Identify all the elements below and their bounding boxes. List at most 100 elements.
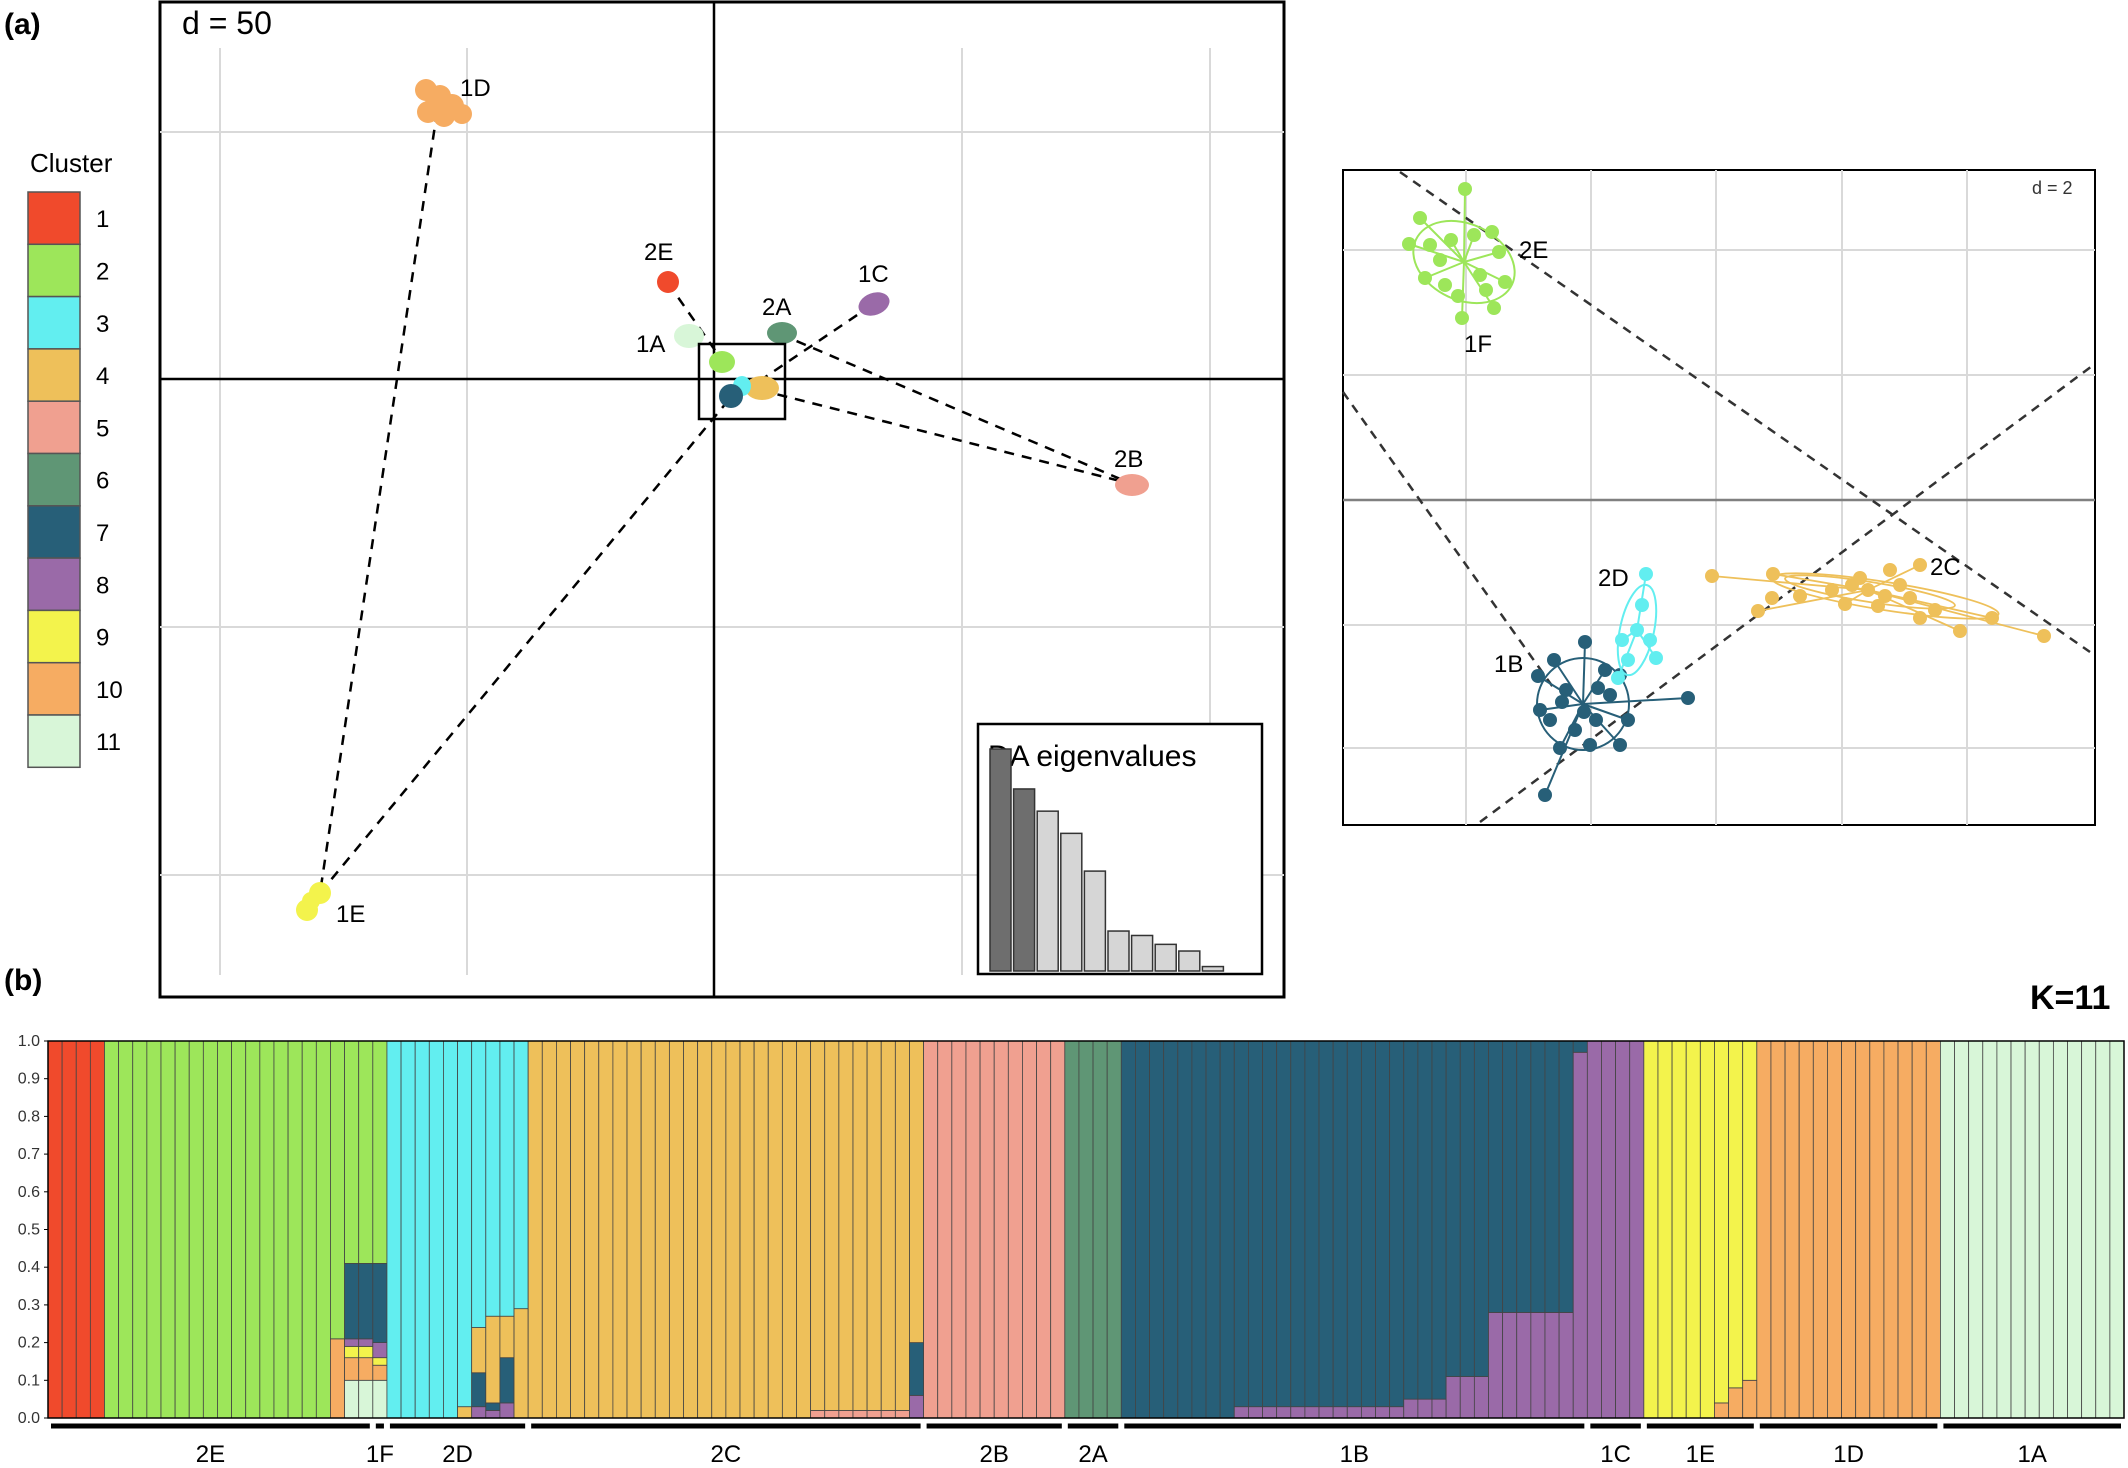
- group-label-2E: 2E: [196, 1441, 225, 1468]
- structure-frame: [47, 1040, 2125, 1419]
- structure-segment: [654, 1040, 670, 1419]
- structure-segment: [541, 1040, 557, 1419]
- structure-segment: [1205, 1040, 1221, 1419]
- structure-segment: [725, 1040, 741, 1419]
- structure-segment: [1643, 1040, 1659, 1419]
- legend-swatch-10: [27, 661, 81, 716]
- label-1d: 1D: [460, 75, 491, 102]
- structure-segment: [104, 1040, 120, 1419]
- structure-segment: [146, 1040, 162, 1419]
- structure-segment: [499, 1040, 515, 1317]
- structure-segment: [1530, 1040, 1546, 1313]
- structure-segment: [1403, 1398, 1419, 1419]
- eigenvalue-bar: [1130, 934, 1154, 972]
- structure-segment: [315, 1040, 331, 1419]
- structure-segment: [1149, 1040, 1165, 1419]
- structure-segment: [1389, 1406, 1405, 1419]
- structure-segment: [894, 1040, 910, 1411]
- structure-segment: [485, 1040, 501, 1317]
- structure-segment: [471, 1040, 487, 1328]
- structure-segment: [993, 1040, 1009, 1419]
- structure-segment: [894, 1410, 910, 1419]
- inset-label-2d: 2D: [1598, 565, 1629, 592]
- inset-label-1b: 1B: [1494, 651, 1523, 678]
- structure-segment: [330, 1338, 345, 1419]
- group-label-1B: 1B: [1340, 1441, 1369, 1468]
- structure-segment: [2109, 1040, 2125, 1419]
- panel-a-label: (a): [4, 8, 41, 41]
- structure-segment: [1728, 1040, 1744, 1389]
- structure-segment: [852, 1410, 868, 1419]
- label-2e: 2E: [644, 239, 673, 266]
- cluster-2e: [657, 271, 679, 293]
- structure-segment: [909, 1040, 924, 1344]
- structure-segment: [273, 1040, 289, 1419]
- structure-segment: [1262, 1406, 1278, 1419]
- structure-segment: [1742, 1379, 1758, 1419]
- structure-segment: [697, 1040, 713, 1419]
- y-tick-label: 0.9: [18, 1071, 40, 1088]
- structure-segment: [372, 1357, 388, 1366]
- structure-segment: [1445, 1376, 1461, 1419]
- eigenvalue-bar: [1036, 810, 1059, 972]
- structure-segment: [1248, 1040, 1263, 1408]
- panel-b-label: (b): [4, 964, 42, 997]
- structure-segment: [810, 1040, 826, 1411]
- cluster-2b: [1115, 474, 1149, 496]
- structure-segment: [937, 1040, 953, 1419]
- structure-segment: [344, 1338, 360, 1347]
- structure-segment: [1629, 1040, 1645, 1419]
- structure-segment: [358, 1263, 374, 1340]
- zoom-box: [697, 342, 787, 421]
- cluster-legend: Cluster 1 2 3 4 5 6 7 8 9 10 11: [27, 148, 123, 769]
- structure-segment: [909, 1342, 924, 1396]
- structure-segment: [372, 1379, 388, 1419]
- structure-segment: [457, 1040, 473, 1408]
- legend-label-1: 1: [96, 206, 109, 233]
- k-label: K=11: [2030, 979, 2110, 1017]
- structure-segment: [1657, 1040, 1673, 1419]
- y-tick-label: 0.5: [18, 1222, 40, 1239]
- structure-segment: [1855, 1040, 1871, 1419]
- y-tick-label: 0.6: [18, 1184, 40, 1201]
- structure-segment: [1332, 1040, 1348, 1408]
- inset-points-2c: [1705, 558, 2051, 643]
- structure-segment: [1318, 1040, 1334, 1408]
- structure-segment: [499, 1315, 515, 1359]
- structure-segment: [909, 1394, 924, 1419]
- legend-swatch-3: [27, 295, 81, 350]
- eigenvalue-inset: DA eigenvalues: [976, 722, 1264, 976]
- structure-segment: [711, 1040, 727, 1419]
- group-underlines: 2E 1F 2D 2C 2B 2A 1B 1C 1E 1D 1A: [51, 1423, 2121, 1468]
- tree-edge-center-2b: [759, 388, 1133, 486]
- structure-segment: [866, 1040, 882, 1411]
- eigenvalue-bar: [1201, 965, 1225, 972]
- structure-segment: [1728, 1387, 1744, 1419]
- structure-segment: [1940, 1040, 1955, 1419]
- dapc-scatter-main: d = 50 1D 2E 1C 2A 1A 2: [158, 0, 1286, 999]
- structure-segment: [1163, 1040, 1179, 1419]
- legend-label-2: 2: [96, 258, 109, 285]
- group-label-1A: 1A: [2018, 1441, 2047, 1468]
- minimum-spanning-tree: [318, 111, 1133, 894]
- structure-segment: [1812, 1040, 1828, 1419]
- structure-segment: [414, 1040, 430, 1419]
- structure-segment: [1177, 1040, 1193, 1419]
- structure-segment: [1699, 1040, 1715, 1419]
- group-label-2B: 2B: [980, 1441, 1009, 1468]
- dapc-scatter-inset: d = 2 2E 1F: [1341, 169, 2096, 826]
- legend-label-6: 6: [96, 468, 109, 495]
- structure-segment: [132, 1040, 148, 1419]
- structure-segment: [951, 1040, 967, 1419]
- structure-segment: [1417, 1398, 1433, 1419]
- structure-segment: [1473, 1376, 1489, 1419]
- structure-segment: [513, 1308, 529, 1419]
- structure-segment: [1615, 1040, 1631, 1419]
- label-1a: 1A: [636, 331, 665, 358]
- structure-segment: [188, 1040, 204, 1419]
- structure-segment: [2024, 1040, 2040, 1419]
- structure-segment: [1276, 1406, 1292, 1419]
- structure-segment: [513, 1040, 529, 1310]
- structure-segment: [1883, 1040, 1899, 1419]
- structure-segment: [2038, 1040, 2054, 1419]
